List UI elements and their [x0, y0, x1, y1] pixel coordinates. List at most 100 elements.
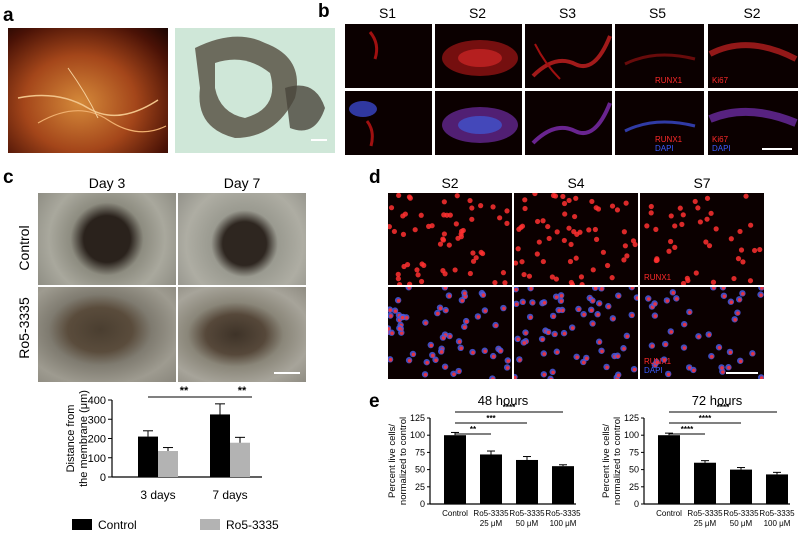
c-legend-label: Ro5-3335 — [226, 518, 279, 532]
c-y-tick-label: 400 — [88, 395, 106, 407]
cell — [672, 244, 678, 250]
c-bar — [210, 414, 230, 477]
b-label-dapi-bottom: DAPI — [655, 144, 674, 153]
cell — [478, 249, 484, 256]
cell — [469, 205, 475, 211]
cell — [611, 317, 616, 321]
cell — [514, 302, 519, 307]
cell — [632, 367, 637, 372]
cell — [412, 227, 418, 233]
cell — [467, 270, 473, 277]
cell — [505, 366, 510, 370]
cell — [457, 340, 462, 344]
cell — [648, 203, 654, 210]
e72-x-tick-label: Ro5-3335 100 μM — [759, 509, 795, 528]
cell — [395, 271, 401, 277]
cell — [464, 319, 469, 324]
cell — [522, 197, 528, 203]
cell — [616, 373, 621, 378]
e72-y-tick-label: 0 — [634, 499, 639, 509]
cell — [522, 205, 528, 212]
cell — [561, 237, 567, 244]
cell — [436, 311, 440, 316]
cell — [669, 330, 674, 334]
cell — [553, 332, 557, 337]
cell — [554, 229, 560, 235]
b-image-s2-top — [435, 24, 522, 88]
c-row-ro5: Ro5-3335 — [16, 297, 32, 359]
cell — [579, 281, 585, 285]
b-label-dapi-ki67-bottom: DAPI — [712, 144, 731, 153]
cell — [593, 236, 600, 242]
e48-x-tick-label: Ro5-3335 100 μM — [545, 509, 581, 528]
cell — [596, 312, 600, 317]
cell — [606, 304, 611, 309]
e48-sig-label: **** — [503, 403, 516, 412]
c-bar — [138, 436, 158, 477]
c-legend-label: Control — [98, 518, 137, 532]
cell — [499, 349, 503, 353]
cell — [534, 251, 540, 257]
cell — [535, 218, 541, 225]
cell — [490, 204, 496, 210]
cell — [738, 247, 745, 253]
cell — [492, 279, 498, 285]
cell — [549, 377, 553, 379]
cell — [759, 376, 764, 379]
cell — [692, 368, 696, 373]
cell — [542, 352, 547, 356]
cell — [561, 200, 568, 207]
cell — [549, 274, 555, 280]
cell — [515, 246, 521, 252]
cell — [684, 275, 690, 281]
cell — [590, 267, 596, 273]
e48-bar — [480, 454, 502, 504]
cell — [411, 352, 416, 357]
c-legend-swatch — [200, 519, 220, 530]
membrane-photo — [175, 28, 335, 153]
d-label-dapi-bottom: DAPI — [644, 366, 663, 375]
cell — [452, 372, 456, 377]
cell — [648, 210, 654, 216]
b-label-ki67-top: Ki67 — [712, 76, 729, 85]
cell — [516, 337, 520, 342]
e48-x-tick-label: Ro5-3335 25 μM — [473, 509, 509, 528]
cell — [630, 287, 635, 290]
cell — [589, 308, 594, 313]
b-image-s3-bottom — [525, 91, 612, 155]
cell-field — [388, 287, 511, 379]
cell — [453, 221, 459, 227]
cell — [431, 353, 435, 358]
cell — [731, 275, 737, 282]
cell — [584, 356, 589, 361]
e48-title: 48 hours — [478, 393, 529, 408]
cell-field — [645, 287, 764, 379]
cell — [526, 273, 533, 279]
cell — [560, 193, 566, 200]
cell — [592, 226, 598, 233]
cell — [536, 239, 542, 245]
c-y-tick-label: 100 — [88, 453, 106, 465]
cell — [447, 294, 452, 298]
cell — [688, 310, 692, 315]
cell — [504, 220, 510, 226]
cell — [666, 372, 671, 377]
e72-bar — [766, 474, 788, 504]
cell — [502, 280, 508, 285]
e72-sig-label: **** — [681, 425, 694, 434]
cell — [559, 299, 564, 303]
cell — [514, 260, 519, 266]
b-image-s5-top: RUNX1 — [615, 24, 704, 88]
cell — [721, 370, 725, 374]
cell — [553, 276, 559, 282]
d-image-s7-merge: RUNX1 DAPI — [640, 287, 764, 379]
cell — [540, 218, 546, 224]
cell — [662, 358, 667, 362]
cell — [624, 253, 630, 259]
cell — [693, 270, 699, 276]
c-x-tick-label: 3 days — [140, 488, 175, 502]
cell — [462, 325, 467, 329]
cell — [396, 193, 402, 199]
cell — [591, 322, 595, 326]
cell — [400, 315, 405, 320]
